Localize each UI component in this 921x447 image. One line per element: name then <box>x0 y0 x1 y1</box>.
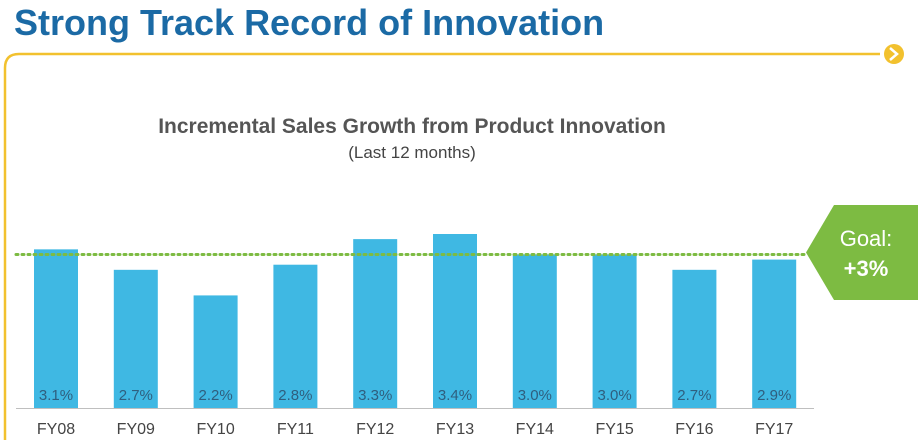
chart-title: Incremental Sales Growth from Product In… <box>158 115 666 138</box>
x-tick-label: FY17 <box>755 421 793 438</box>
bar-value-label: 2.8% <box>278 387 312 404</box>
bar <box>273 264 318 408</box>
x-tick-label: FY14 <box>516 421 554 438</box>
chart-subtitle: (Last 12 months) <box>348 143 476 162</box>
x-tick-label: FY08 <box>37 421 75 438</box>
bar-value-label: 2.7% <box>119 387 153 404</box>
arrow-circle-icon <box>884 44 904 64</box>
x-tick-label: FY12 <box>356 421 394 438</box>
bar-value-label: 3.3% <box>358 387 392 404</box>
bar-value-label: 3.0% <box>518 387 552 404</box>
bar-value-label: 2.2% <box>198 387 232 404</box>
bar <box>672 269 717 408</box>
x-tick-label: FY10 <box>196 421 234 438</box>
bar-value-label: 2.9% <box>757 387 791 404</box>
goal-label-text: Goal: <box>839 226 893 251</box>
x-tick-label: FY15 <box>595 421 633 438</box>
bar <box>353 239 398 408</box>
bar-value-label: 3.1% <box>39 387 73 404</box>
bar-value-label: 3.0% <box>597 387 631 404</box>
goal-value: +3% <box>843 256 889 281</box>
chevron-right-icon <box>889 47 899 61</box>
bar-value-label: 3.4% <box>438 387 472 404</box>
bar <box>34 249 78 408</box>
goal-badge <box>806 205 918 300</box>
x-tick-label: FY16 <box>675 421 713 438</box>
x-tick-label: FY09 <box>117 421 155 438</box>
slide-title: Strong Track Record of Innovation <box>14 2 605 43</box>
bar <box>433 234 477 408</box>
bar-value-label: 2.7% <box>677 387 711 404</box>
bar <box>592 254 637 408</box>
x-tick-label: FY13 <box>436 421 474 438</box>
goal-label: Goal: +3% <box>818 224 914 284</box>
bar <box>113 269 158 408</box>
bar <box>512 254 557 408</box>
x-tick-label: FY11 <box>277 421 314 438</box>
bar <box>193 295 238 408</box>
bar <box>752 259 797 408</box>
